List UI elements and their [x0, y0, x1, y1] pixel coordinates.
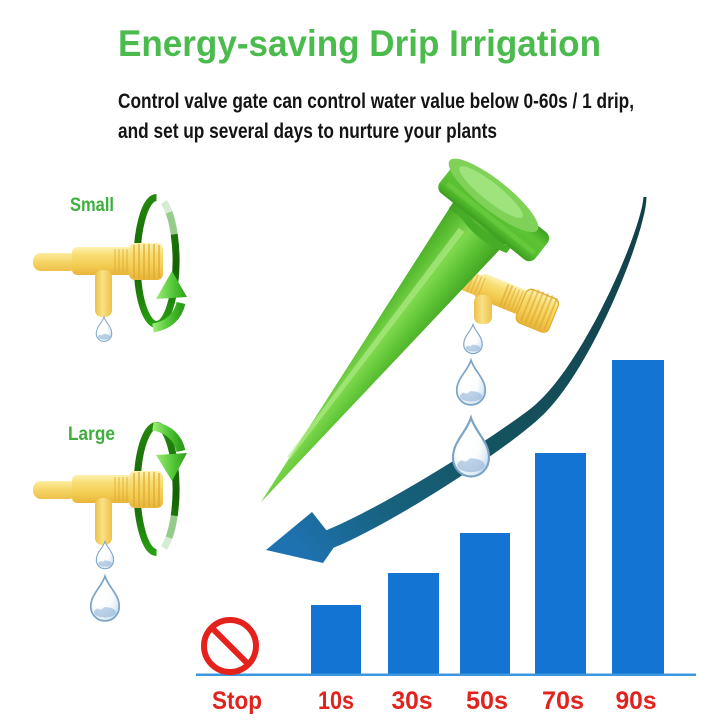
svg-text:50s: 50s — [466, 687, 508, 715]
svg-text:Stop: Stop — [212, 687, 262, 715]
svg-text:Control valve gate can control: Control valve gate can control water val… — [118, 89, 634, 113]
svg-text:90s: 90s — [616, 687, 657, 715]
svg-text:30s: 30s — [392, 687, 433, 715]
svg-text:Energy-saving Drip Irrigation: Energy-saving Drip Irrigation — [118, 23, 601, 64]
svg-text:10s: 10s — [318, 687, 354, 715]
svg-text:Large: Large — [68, 424, 115, 445]
svg-text:70s: 70s — [542, 687, 584, 715]
svg-text:Small: Small — [70, 195, 114, 216]
svg-text:and set up several days to nur: and set up several days to nurture your … — [118, 119, 497, 143]
